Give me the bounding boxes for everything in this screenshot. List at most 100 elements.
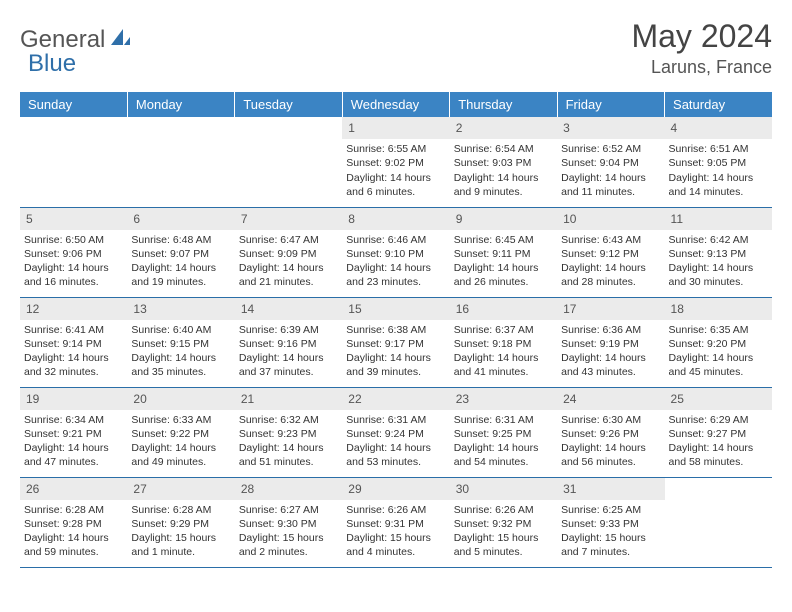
daylight-text: and 28 minutes.	[561, 275, 660, 289]
daylight-text: and 30 minutes.	[669, 275, 768, 289]
daylight-text: and 45 minutes.	[669, 365, 768, 379]
weekday-header: Wednesday	[342, 92, 449, 117]
location: Laruns, France	[631, 57, 772, 78]
day-number: 3	[557, 117, 664, 139]
sunset-text: Sunset: 9:31 PM	[346, 517, 445, 531]
daylight-text: and 4 minutes.	[346, 545, 445, 559]
sunrise-text: Sunrise: 6:26 AM	[346, 503, 445, 517]
daylight-text: Daylight: 14 hours	[561, 171, 660, 185]
sunrise-text: Sunrise: 6:38 AM	[346, 323, 445, 337]
day-number: 27	[127, 478, 234, 500]
daylight-text: and 6 minutes.	[346, 185, 445, 199]
calendar-cell: 17Sunrise: 6:36 AMSunset: 9:19 PMDayligh…	[557, 297, 664, 387]
daylight-text: and 5 minutes.	[454, 545, 553, 559]
weekday-header: Thursday	[450, 92, 557, 117]
daylight-text: Daylight: 15 hours	[346, 531, 445, 545]
calendar-table: SundayMondayTuesdayWednesdayThursdayFrid…	[20, 92, 772, 568]
daylight-text: and 49 minutes.	[131, 455, 230, 469]
calendar-cell	[20, 117, 127, 207]
calendar-row: 1 Sunrise: 6:55 AMSunset: 9:02 PM Daylight…	[20, 117, 772, 207]
sunset-text: Sunset: 9:05 PM	[669, 156, 768, 170]
sunset-text: Sunset: 9:02 PM	[346, 156, 445, 170]
calendar-cell: 22Sunrise: 6:31 AMSunset: 9:24 PMDayligh…	[342, 387, 449, 477]
daylight-text: Daylight: 14 hours	[454, 171, 553, 185]
calendar-cell: 8Sunrise: 6:46 AMSunset: 9:10 PMDaylight…	[342, 207, 449, 297]
daylight-text: Daylight: 14 hours	[454, 441, 553, 455]
daylight-text: Daylight: 15 hours	[131, 531, 230, 545]
daylight-text: Daylight: 14 hours	[346, 261, 445, 275]
sunrise-text: Sunrise: 6:26 AM	[454, 503, 553, 517]
sunrise-text: Sunrise: 6:46 AM	[346, 233, 445, 247]
daylight-text: Daylight: 14 hours	[669, 441, 768, 455]
sunrise-text: Sunrise: 6:36 AM	[561, 323, 660, 337]
sunset-text: Sunset: 9:04 PM	[561, 156, 660, 170]
daylight-text: Daylight: 14 hours	[131, 441, 230, 455]
daylight-text: Daylight: 14 hours	[24, 531, 123, 545]
day-number: 28	[235, 478, 342, 500]
sunset-text: Sunset: 9:15 PM	[131, 337, 230, 351]
sunrise-text: Sunrise: 6:28 AM	[24, 503, 123, 517]
sunset-text: Sunset: 9:33 PM	[561, 517, 660, 531]
sunrise-text: Sunrise: 6:40 AM	[131, 323, 230, 337]
sunrise-text: Sunrise: 6:48 AM	[131, 233, 230, 247]
day-number: 21	[235, 388, 342, 410]
sunset-text: Sunset: 9:18 PM	[454, 337, 553, 351]
sunrise-text: Sunrise: 6:55 AM	[346, 142, 445, 156]
daylight-text: Daylight: 14 hours	[239, 351, 338, 365]
sunrise-text: Sunrise: 6:42 AM	[669, 233, 768, 247]
sunset-text: Sunset: 9:06 PM	[24, 247, 123, 261]
calendar-cell	[235, 117, 342, 207]
daylight-text: and 41 minutes.	[454, 365, 553, 379]
calendar-cell: 2Sunrise: 6:54 AMSunset: 9:03 PMDaylight…	[450, 117, 557, 207]
day-number: 23	[450, 388, 557, 410]
daylight-text: Daylight: 14 hours	[346, 441, 445, 455]
calendar-row: 12Sunrise: 6:41 AMSunset: 9:14 PMDayligh…	[20, 297, 772, 387]
daylight-text: and 23 minutes.	[346, 275, 445, 289]
day-number: 1	[342, 117, 449, 139]
sunset-text: Sunset: 9:24 PM	[346, 427, 445, 441]
sunrise-text: Sunrise: 6:50 AM	[24, 233, 123, 247]
calendar-body: 1 Sunrise: 6:55 AMSunset: 9:02 PM Daylight…	[20, 117, 772, 567]
calendar-cell	[127, 117, 234, 207]
sunset-text: Sunset: 9:19 PM	[561, 337, 660, 351]
daylight-text: Daylight: 14 hours	[346, 351, 445, 365]
sunset-text: Sunset: 9:09 PM	[239, 247, 338, 261]
daylight-text: and 21 minutes.	[239, 275, 338, 289]
day-number: 6	[127, 208, 234, 230]
daylight-text: and 35 minutes.	[131, 365, 230, 379]
calendar-cell: 23Sunrise: 6:31 AMSunset: 9:25 PMDayligh…	[450, 387, 557, 477]
day-number: 13	[127, 298, 234, 320]
calendar-cell: 31Sunrise: 6:25 AMSunset: 9:33 PMDayligh…	[557, 477, 664, 567]
day-number: 20	[127, 388, 234, 410]
daylight-text: and 56 minutes.	[561, 455, 660, 469]
daylight-text: and 51 minutes.	[239, 455, 338, 469]
daylight-text: and 37 minutes.	[239, 365, 338, 379]
sunset-text: Sunset: 9:27 PM	[669, 427, 768, 441]
sunrise-text: Sunrise: 6:31 AM	[346, 413, 445, 427]
day-number: 19	[20, 388, 127, 410]
calendar-cell: 7Sunrise: 6:47 AMSunset: 9:09 PMDaylight…	[235, 207, 342, 297]
day-number: 29	[342, 478, 449, 500]
sunrise-text: Sunrise: 6:35 AM	[669, 323, 768, 337]
calendar-cell: 29 Sunrise: 6:26 AMSunset: 9:31 PMDayligh…	[342, 477, 449, 567]
calendar-cell: 21Sunrise: 6:32 AMSunset: 9:23 PMDayligh…	[235, 387, 342, 477]
daylight-text: Daylight: 14 hours	[24, 351, 123, 365]
sunset-text: Sunset: 9:28 PM	[24, 517, 123, 531]
sunrise-text: Sunrise: 6:43 AM	[561, 233, 660, 247]
calendar-cell: 18Sunrise: 6:35 AMSunset: 9:20 PMDayligh…	[665, 297, 772, 387]
sunset-text: Sunset: 9:29 PM	[131, 517, 230, 531]
daylight-text: Daylight: 15 hours	[561, 531, 660, 545]
weekday-header: Friday	[557, 92, 664, 117]
day-number: 4	[665, 117, 772, 139]
sunset-text: Sunset: 9:14 PM	[24, 337, 123, 351]
sunrise-text: Sunrise: 6:31 AM	[454, 413, 553, 427]
sunset-text: Sunset: 9:10 PM	[346, 247, 445, 261]
calendar-row: 5Sunrise: 6:50 AMSunset: 9:06 PMDaylight…	[20, 207, 772, 297]
daylight-text: and 59 minutes.	[24, 545, 123, 559]
sunrise-text: Sunrise: 6:45 AM	[454, 233, 553, 247]
day-number: 16	[450, 298, 557, 320]
calendar-row: 19Sunrise: 6:34 AMSunset: 9:21 PMDayligh…	[20, 387, 772, 477]
day-number: 26	[20, 478, 127, 500]
daylight-text: Daylight: 14 hours	[239, 441, 338, 455]
daylight-text: Daylight: 14 hours	[669, 261, 768, 275]
